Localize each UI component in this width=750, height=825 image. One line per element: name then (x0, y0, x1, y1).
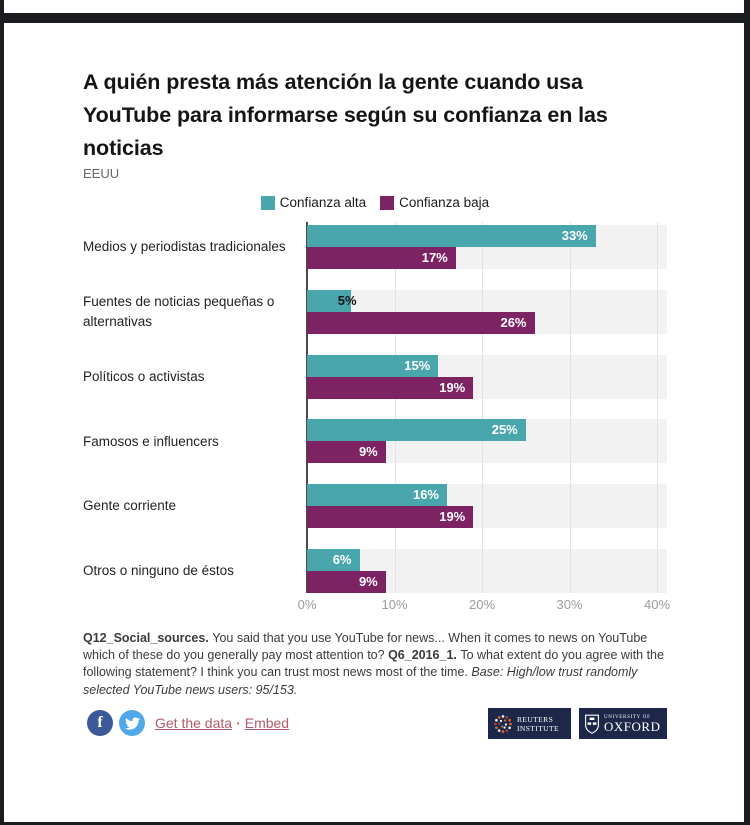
chart-title: A quién presta más atención la gente cua… (83, 70, 608, 160)
legend-swatch-baja (380, 195, 395, 210)
legend: Confianza alta Confianza baja (83, 195, 667, 210)
frame-left-edge (0, 0, 4, 825)
bar-value-label: 16% (412, 487, 439, 503)
bar-confianza-alta (307, 484, 447, 507)
gridline (482, 222, 483, 593)
facebook-icon[interactable]: f (87, 710, 113, 736)
legend-label-alta: Confianza alta (279, 195, 367, 210)
x-axis-tick-label: 0% (297, 597, 317, 612)
bar-value-label: 15% (404, 357, 431, 373)
y-axis-line (306, 222, 308, 593)
bar-value-label: 19% (439, 509, 466, 525)
footnote-segment: Base: High/low trust randomly selected Y… (83, 665, 638, 697)
bar-confianza-baja (307, 247, 456, 269)
oxford-logo-text: UNIVERSITY OF OXFORD (604, 714, 661, 734)
bar-value-label: 33% (561, 228, 588, 243)
category-label: Políticos o activistas (83, 368, 205, 384)
category-label: Famosos e influencers (83, 433, 219, 449)
gridline (569, 222, 571, 593)
chart: 0% 10% 20% 30% 40% Medios y periodistas tradi… (83, 222, 670, 625)
oxford-university-logo[interactable]: UNIVERSITY OF OXFORD (579, 708, 667, 739)
bar-confianza-baja (307, 441, 386, 464)
bar-confianza-alta (307, 549, 360, 571)
legend-swatch-alta (260, 195, 275, 210)
reuters-globe-icon (494, 714, 512, 733)
bar-confianza-alta (307, 289, 351, 312)
oxford-crest-icon (585, 714, 599, 734)
legend-label-baja: Confianza baja (399, 195, 490, 210)
embed-link[interactable]: Embed (244, 715, 290, 731)
x-axis-tick-label: 40% (643, 597, 671, 612)
twitter-icon[interactable] (119, 710, 145, 736)
get-the-data-link[interactable]: Get the data (155, 715, 233, 731)
x-axis-tick-label: 10% (381, 597, 408, 612)
footnote-segment: You said that you use YouTube for news..… (83, 631, 648, 663)
frame-top-band (0, 13, 750, 23)
bar-confianza-alta (307, 225, 596, 247)
link-separator: · (236, 715, 241, 731)
bar-confianza-baja (307, 376, 474, 399)
frame-right-edge (744, 0, 750, 825)
bar-confianza-alta (307, 419, 526, 442)
gridline (394, 222, 396, 593)
x-axis-tick-label: 30% (556, 597, 583, 612)
bar-confianza-baja (307, 506, 474, 529)
bar-value-label: 25% (491, 422, 518, 438)
twitter-bird-icon (124, 716, 140, 730)
footnote-segment: To what extent do you agree with the fol… (83, 648, 664, 680)
bar-value-label: 6% (332, 552, 352, 567)
bar-value-label: 9% (358, 574, 378, 589)
bar-confianza-alta (307, 354, 439, 377)
bar-confianza-baja (307, 571, 386, 593)
gridline (657, 222, 658, 593)
bar-value-label: 17% (421, 250, 448, 265)
legend-item-baja: Confianza baja (380, 195, 489, 210)
bar-value-label: 5% (337, 292, 357, 308)
bar-value-label: 9% (358, 444, 378, 460)
reuters-logo-text: REUTERS INSTITUTE (517, 714, 559, 733)
category-label: Medios y periodistas tradicionales (83, 239, 286, 255)
footer-links: Get the data · Embed (155, 715, 289, 731)
footnote-segment: Q12_Social_sources. (83, 631, 213, 645)
bar-value-label: 26% (500, 314, 527, 330)
x-axis-tick-label: 20% (468, 597, 496, 612)
bar-value-label: 19% (439, 379, 466, 395)
category-label: Otros o ninguno de éstos (83, 563, 234, 579)
legend-item-alta: Confianza alta (260, 195, 367, 210)
reuters-institute-logo[interactable]: REUTERS INSTITUTE (488, 708, 571, 739)
chart-subtitle: EEUU (83, 166, 120, 181)
category-label: Gente corriente (83, 498, 177, 514)
footnote-segment: Q6_2016_1. (388, 648, 461, 663)
bar-confianza-baja (307, 311, 535, 334)
frame-bottom-edge (0, 822, 750, 825)
category-label: Fuentes de noticias pequeñas o alternati… (83, 294, 275, 329)
footnote: Q12_Social_sources. You said that you us… (83, 630, 673, 699)
